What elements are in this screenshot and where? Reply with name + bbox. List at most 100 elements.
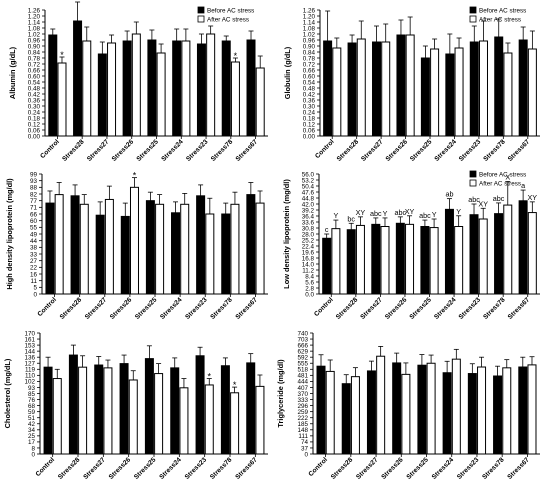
y-tick-label: 0.24 <box>28 109 41 116</box>
y-tick-label: 0.60 <box>303 73 316 80</box>
y-tick-label: 0.0 <box>305 291 314 298</box>
y-tick-label: 0.54 <box>303 79 316 86</box>
y-tick-label: 1.26 <box>303 7 316 14</box>
bar-after-stress23 <box>477 366 487 455</box>
y-tick-label: 1.14 <box>303 19 316 26</box>
bar-after-stress25 <box>156 52 166 137</box>
legend-label-after: After AC stress <box>479 181 521 188</box>
y-tick-label: 68 <box>28 403 36 410</box>
bar-before-control <box>43 366 53 455</box>
x-tick-label: Control <box>36 296 58 318</box>
y-tick-label: 0.12 <box>303 121 316 128</box>
bar-before-stress67 <box>246 39 256 137</box>
chart-panel-5: 0817253442515968768593102110119127136144… <box>3 330 268 481</box>
y-tick-label: 33 <box>30 251 38 258</box>
bar-before-stress24 <box>172 40 182 137</box>
bar-before-control <box>45 202 55 295</box>
bar-before-stress27 <box>97 53 107 137</box>
bar-after-stress78 <box>503 204 513 295</box>
bar-after-stress67 <box>527 212 537 295</box>
significance-label: abc <box>370 209 382 218</box>
y-tick-label: 407 <box>297 385 308 392</box>
significance-label: abc <box>493 194 505 203</box>
bar-after-stress27 <box>380 226 390 295</box>
y-tick-label: 2.8 <box>305 285 314 292</box>
y-tick-label: 0.78 <box>303 55 316 62</box>
x-tick-label: Stress25 <box>136 138 161 163</box>
bar-after-stress25 <box>430 48 440 137</box>
y-tick-label: 11 <box>30 278 37 285</box>
y-tick-label: 0.06 <box>303 127 316 134</box>
x-tick-label: Stress28 <box>335 296 360 321</box>
x-tick-label: Stress26 <box>384 296 409 321</box>
x-tick-label: Stress78 <box>209 296 234 321</box>
y-tick-label: 296 <box>297 403 308 410</box>
y-tick-label: 66 <box>30 211 38 218</box>
bar-before-stress24 <box>171 212 181 295</box>
bar-before-stress78 <box>493 375 503 455</box>
bar-after-stress28 <box>356 38 366 137</box>
bar-before-stress78 <box>494 213 504 295</box>
y-tick-label: 37 <box>301 445 309 452</box>
bar-before-stress25 <box>417 364 427 455</box>
x-tick-label: Stress23 <box>184 296 209 321</box>
y-tick-label: 55 <box>30 225 38 232</box>
y-tick-label: 85 <box>28 391 36 398</box>
legend-swatch-after <box>469 179 477 187</box>
bar-before-stress27 <box>371 223 381 295</box>
y-tick-label: 11.2 <box>302 267 314 274</box>
bar-after-stress28 <box>78 366 88 455</box>
y-axis-title: Cholesterol (mg/dL) <box>3 358 12 428</box>
bar-before-stress26 <box>120 215 130 295</box>
bar-after-stress28 <box>355 224 365 295</box>
bar-before-stress23 <box>196 43 206 137</box>
bar-before-stress24 <box>170 367 180 455</box>
x-tick-label: Stress25 <box>133 456 158 481</box>
bar-after-stress28 <box>82 40 92 137</box>
bar-before-stress26 <box>392 362 402 455</box>
y-tick-label: 8.4 <box>305 273 314 280</box>
x-tick-label: Stress23 <box>456 456 481 481</box>
y-tick-label: 102 <box>24 379 35 386</box>
y-tick-label: 59 <box>28 409 36 416</box>
x-tick-label: Stress23 <box>458 138 483 163</box>
y-tick-label: 17 <box>28 439 36 446</box>
y-tick-label: 0.18 <box>303 115 316 122</box>
x-tick-label: Stress25 <box>409 138 434 163</box>
y-tick-label: 99 <box>30 171 38 178</box>
bar-after-stress24 <box>179 387 189 455</box>
legend: Before AC stress After AC stress <box>197 6 254 24</box>
bar-before-stress78 <box>221 213 231 295</box>
significance-label: Y <box>456 207 461 216</box>
x-tick-label: Stress26 <box>111 138 136 163</box>
y-tick-label: 51 <box>28 415 36 422</box>
bar-before-stress67 <box>518 39 528 137</box>
y-tick-label: 74 <box>301 439 309 446</box>
bar-after-stress26 <box>401 373 411 455</box>
bar-before-stress28 <box>346 229 356 295</box>
bar-after-control <box>332 47 342 137</box>
y-tick-label: 88 <box>30 185 38 192</box>
y-tick-label: 481 <box>297 373 308 380</box>
y-tick-label: 0 <box>33 291 37 298</box>
y-tick-label: 5.6 <box>305 279 314 286</box>
bar-after-stress27 <box>376 355 386 455</box>
y-tick-label: 50.4 <box>302 183 315 190</box>
y-tick-label: 703 <box>297 336 308 343</box>
y-tick-label: 0.90 <box>303 43 316 50</box>
y-tick-label: 127 <box>24 361 35 368</box>
y-tick-label: 34 <box>28 427 36 434</box>
y-tick-label: 0.72 <box>28 61 41 68</box>
y-tick-label: 1.02 <box>303 31 316 38</box>
y-axis-title: High density lipoprotein (mg/dl) <box>5 178 14 290</box>
y-tick-label: 0.54 <box>28 79 41 86</box>
y-tick-label: 1.08 <box>303 25 316 32</box>
bar-before-stress23 <box>467 373 477 455</box>
x-tick-label: Stress26 <box>380 456 405 481</box>
x-tick-label: Stress26 <box>385 138 410 163</box>
bar-before-stress23 <box>469 214 479 295</box>
x-tick-label: Stress24 <box>431 456 456 481</box>
x-tick-label: Stress78 <box>481 456 506 481</box>
y-tick-label: 259 <box>297 409 308 416</box>
